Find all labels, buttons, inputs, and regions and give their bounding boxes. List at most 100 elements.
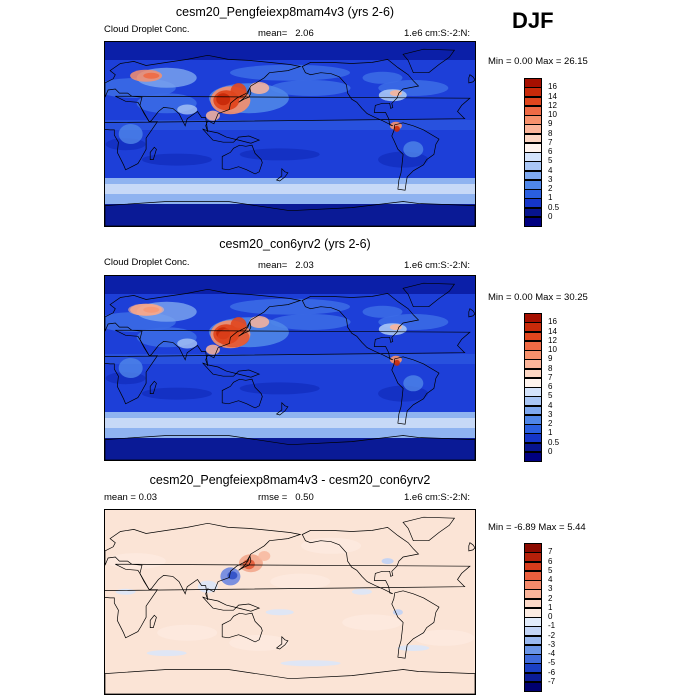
panel-1-mean-value: 2.06 xyxy=(295,28,314,39)
panel-1-mean-label: mean= xyxy=(258,28,288,39)
coastline-eurasia xyxy=(105,54,302,133)
coastline-layer xyxy=(105,48,475,226)
colorbar-tick-label: 4 xyxy=(548,165,553,175)
coastline-antarctica xyxy=(105,435,475,460)
coastline-southam xyxy=(391,122,440,191)
colorbar-tick-label: 6 xyxy=(548,382,553,391)
colorbar-tick-label: 5 xyxy=(548,391,553,401)
coastline-africa xyxy=(105,563,471,639)
colorbar-tick-label: 10 xyxy=(548,345,557,354)
panel-2-mean-label: mean= xyxy=(258,260,288,271)
coastline-greenland xyxy=(402,282,456,308)
colorbar-tick-label: 7 xyxy=(548,372,553,382)
colorbar-tick-label: -6 xyxy=(548,667,556,677)
colorbar-tick-label: 3 xyxy=(548,409,553,419)
coastline-layer xyxy=(105,282,475,460)
panel-3-units: 1.e6 cm:S:-2:N: xyxy=(404,492,470,503)
colorbar-tick-label: 2 xyxy=(548,593,553,603)
coastline-antarctica xyxy=(105,201,475,226)
colorbar-tick-label: 3 xyxy=(548,584,553,594)
colorbar-tick-label: 12 xyxy=(548,100,557,110)
panel-2-colorbar: 16 14 12 10 9 8 7 6 5 4 3 2 1 0.5 0 xyxy=(524,313,559,462)
panel-3-map xyxy=(104,509,476,695)
coastline-layer xyxy=(105,516,475,694)
colorbar-tick-label: 6 xyxy=(548,147,553,156)
colorbar-tick-label: 1 xyxy=(548,193,553,203)
panel-3-minmax: Min = -6.89 Max = 5.44 xyxy=(488,522,586,533)
panel-3-title: cesm20_Pengfeiexp8mam4v3 - cesm20_con6yr… xyxy=(149,473,431,487)
coastline-madagascar xyxy=(149,380,157,394)
colorbar-tick-label: 12 xyxy=(548,335,557,345)
panel-1-variable-label: Cloud Droplet Conc. xyxy=(104,24,190,35)
coastline-australia xyxy=(221,144,263,175)
coastline-madagascar xyxy=(149,614,157,628)
colorbar-tick-label: 14 xyxy=(548,326,557,336)
coastline-australia xyxy=(221,378,263,409)
colorbar-tick-label: 0 xyxy=(548,446,553,456)
season-label: DJF xyxy=(512,8,554,33)
coastline-northam xyxy=(301,527,420,595)
colorbar-tick-label: 9 xyxy=(548,119,553,129)
colorbar-tick-label: 0 xyxy=(548,612,553,621)
coastline-africa xyxy=(105,329,471,405)
coastline-indonesia xyxy=(202,128,261,144)
panel-1-minmax: Min = 0.00 Max = 26.15 xyxy=(488,56,588,67)
colorbar-tick-label: 3 xyxy=(548,174,553,184)
panel-2-map xyxy=(104,275,476,461)
colorbar-tick-label: -2 xyxy=(548,630,556,640)
panel-3-mean: mean = 0.03 xyxy=(104,492,158,503)
panel-3-rmse-value: 0.50 xyxy=(295,492,314,503)
colorbar-tick-label: 4 xyxy=(548,400,553,410)
panel-3-map-svg xyxy=(105,510,475,694)
coastline-southam xyxy=(391,356,440,425)
coastline-uk xyxy=(468,308,475,318)
coastline-greenland xyxy=(402,48,456,74)
coastline-eurasia xyxy=(105,288,302,367)
coastline-eurasia xyxy=(105,522,302,601)
colorbar-tick-label: -4 xyxy=(548,649,556,658)
panel-1-units: 1.e6 cm:S:-2:N: xyxy=(404,28,470,39)
colorbar-tick-label: 2 xyxy=(548,419,553,428)
coastline-africa xyxy=(105,95,471,171)
colorbar-tick-label: 7 xyxy=(548,137,553,147)
coastline-northam xyxy=(301,59,420,127)
panel-2-mean: mean= 2.03 xyxy=(258,260,314,271)
coastline-japan xyxy=(238,554,252,571)
colorbar-swatch xyxy=(524,216,542,227)
coastline-australia xyxy=(221,612,263,643)
colorbar-tick-label: 16 xyxy=(548,317,557,327)
colorbar-tick-label: -1 xyxy=(548,621,556,631)
colorbar-tick-label: 10 xyxy=(548,110,557,119)
coastline-uk xyxy=(468,542,475,552)
panel-3-rmse: rmse = 0.50 xyxy=(258,492,314,503)
panel-2-variable-label: Cloud Droplet Conc. xyxy=(104,257,190,268)
colorbar-tick-label: 5 xyxy=(548,156,553,166)
coastline-southam xyxy=(391,590,440,659)
colorbar-tick-label: 2 xyxy=(548,184,553,193)
colorbar-tick-label: -5 xyxy=(548,658,556,668)
panel-1-mean: mean= 2.06 xyxy=(258,28,314,39)
panel-2-map-svg xyxy=(105,276,475,460)
colorbar-tick-label: 8 xyxy=(548,363,553,373)
field-layer xyxy=(105,42,475,226)
panel-1-map-svg xyxy=(105,42,475,226)
colorbar-tick-label: 4 xyxy=(548,575,553,584)
panel-3-colorbar: 7 6 5 4 3 2 1 0 -1 -2 -3 -4 -5 -6 -7 xyxy=(524,543,555,692)
coastline-japan xyxy=(238,320,252,337)
colorbar-tick-label: 0.5 xyxy=(548,202,560,212)
colorbar-swatch xyxy=(524,681,542,692)
colorbar-tick-label: 7 xyxy=(548,547,553,557)
panel-3-rmse-label: rmse = xyxy=(258,492,288,503)
colorbar-tick-label: 16 xyxy=(548,82,557,92)
panel-1-map xyxy=(104,41,476,227)
colorbar-tick-label: 8 xyxy=(548,128,553,138)
panel-2-mean-value: 2.03 xyxy=(295,260,314,271)
colorbar-tick-label: 14 xyxy=(548,91,557,101)
coastline-indonesia xyxy=(202,596,261,612)
colorbar-tick-label: 6 xyxy=(548,556,553,566)
colorbar-swatch xyxy=(524,451,542,462)
colorbar-tick-label: 9 xyxy=(548,354,553,364)
coastline-northam xyxy=(301,293,420,361)
coastline-japan xyxy=(238,86,252,103)
colorbar-tick-label: 5 xyxy=(548,565,553,575)
